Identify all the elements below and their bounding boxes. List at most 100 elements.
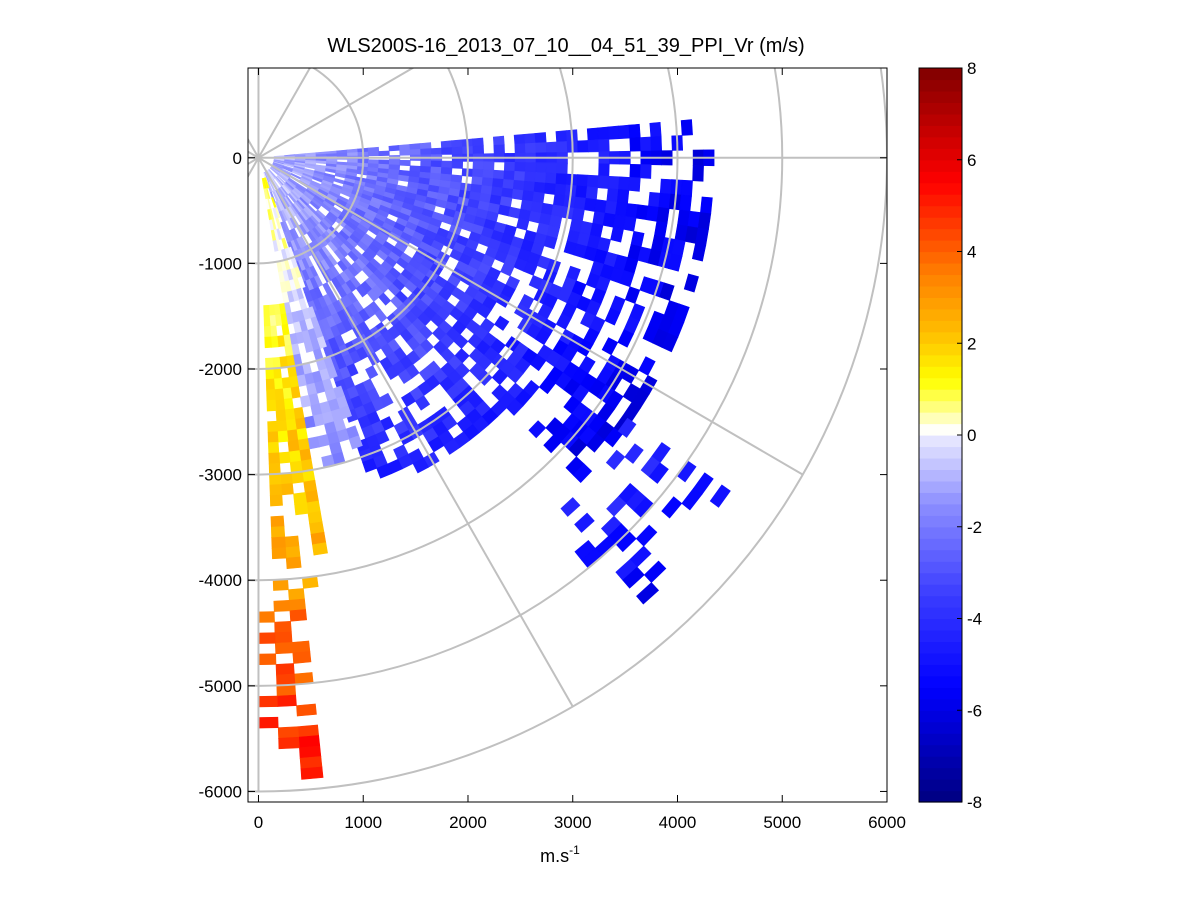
y-tick-label: -2000 — [199, 360, 242, 379]
velocity-cell — [695, 227, 709, 246]
colorbar-segment — [919, 457, 962, 471]
colorbar-segment — [919, 79, 962, 92]
velocity-cell — [294, 502, 309, 516]
velocity-cell — [412, 457, 430, 474]
colorbar-segment — [919, 446, 962, 459]
velocity-cell — [266, 399, 277, 412]
colorbar-segment — [919, 389, 962, 402]
velocity-cell — [430, 147, 443, 156]
colorbar-segment — [919, 68, 962, 81]
velocity-cell — [285, 418, 297, 432]
velocity-cell — [511, 188, 524, 201]
velocity-cell — [274, 642, 294, 655]
velocity-cell — [597, 126, 610, 141]
colorbar-segment — [919, 480, 962, 493]
velocity-cell — [430, 160, 443, 168]
velocity-cell — [649, 121, 662, 138]
velocity-cell — [289, 609, 308, 622]
velocity-cell — [274, 620, 292, 634]
colorbar-segment — [919, 526, 962, 539]
colorbar-segment — [919, 584, 962, 597]
azimuth-spoke — [257, 156, 804, 476]
velocity-cell — [681, 487, 703, 511]
velocity-cell — [607, 175, 620, 190]
velocity-cell — [274, 631, 293, 644]
colorbar-segment — [919, 767, 962, 780]
velocity-cell — [276, 694, 297, 707]
velocity-cell — [271, 547, 287, 560]
velocity-cell — [543, 235, 558, 250]
colorbar-segment — [919, 790, 962, 803]
colorbar-segment — [919, 629, 962, 643]
velocity-cell — [574, 512, 595, 533]
velocity-cell — [269, 473, 282, 486]
velocity-cell — [272, 578, 289, 591]
velocity-cell — [524, 133, 537, 145]
velocity-cell — [697, 212, 712, 230]
velocity-cell — [667, 253, 683, 272]
colorbar-segment — [919, 721, 962, 734]
velocity-cell — [277, 726, 300, 739]
velocity-cell — [399, 144, 411, 151]
colorbar-segment — [919, 641, 962, 654]
colorbar-segment — [919, 710, 962, 723]
colorbar-segment — [919, 400, 962, 413]
velocity-cell — [270, 335, 279, 348]
velocity-cell — [656, 206, 670, 224]
velocity-cell — [414, 395, 431, 411]
velocity-cell — [441, 160, 453, 169]
velocity-cell — [617, 329, 634, 348]
x-tick-label: 0 — [254, 813, 263, 832]
velocity-cell — [492, 169, 505, 180]
velocity-cell — [362, 458, 378, 473]
velocity-cell — [586, 174, 599, 189]
velocity-cell — [661, 496, 683, 519]
colorbar-segment — [919, 377, 962, 390]
colorbar-segment — [919, 240, 962, 253]
velocity-cell — [420, 160, 432, 168]
y-tick-label: -3000 — [199, 466, 242, 485]
colorbar-segment — [919, 652, 962, 665]
velocity-cell — [556, 162, 568, 175]
velocity-cell — [274, 388, 285, 401]
velocity-cell — [472, 145, 485, 155]
velocity-cell — [524, 162, 537, 173]
velocity-cell — [267, 431, 279, 444]
velocity-cell — [367, 151, 380, 157]
velocity-cell — [709, 484, 731, 508]
colorbar-segment — [919, 733, 962, 746]
velocity-cell — [399, 149, 411, 156]
velocity-cell — [513, 133, 526, 145]
colorbar-tick-label: -8 — [967, 793, 982, 812]
velocity-cell — [650, 136, 663, 152]
velocity-cell — [258, 716, 279, 729]
velocity-cell — [604, 308, 621, 326]
velocity-cell — [577, 140, 589, 153]
colorbar-segment — [919, 90, 962, 104]
colorbar-segment — [919, 366, 962, 379]
velocity-cell — [272, 356, 281, 369]
velocity-cell — [267, 420, 278, 433]
velocity-cell — [512, 179, 525, 191]
colorbar-segment — [919, 251, 962, 264]
velocity-cell — [586, 127, 599, 141]
velocity-cell — [292, 651, 312, 664]
velocity-cell — [494, 315, 510, 331]
velocity-cell — [607, 125, 620, 140]
colorbar-segment — [919, 503, 962, 516]
colorbar-segment — [919, 194, 962, 207]
velocity-cell — [604, 200, 618, 216]
velocity-cell — [544, 182, 557, 195]
velocity-cell — [683, 273, 699, 293]
velocity-cell — [560, 497, 581, 517]
velocity-cell — [293, 492, 307, 505]
y-axis: 0 -1000 -2000 -3000 -4000 -5000 -6000 — [199, 149, 887, 801]
velocity-cell — [598, 138, 610, 153]
velocity-cell — [586, 433, 605, 453]
velocity-cell — [283, 397, 294, 411]
y-tick-label: -5000 — [199, 677, 242, 696]
colorbar-segment — [919, 698, 962, 711]
colorbar-segment — [919, 664, 962, 677]
velocity-cell — [533, 181, 546, 194]
plot-frame — [247, 67, 888, 803]
